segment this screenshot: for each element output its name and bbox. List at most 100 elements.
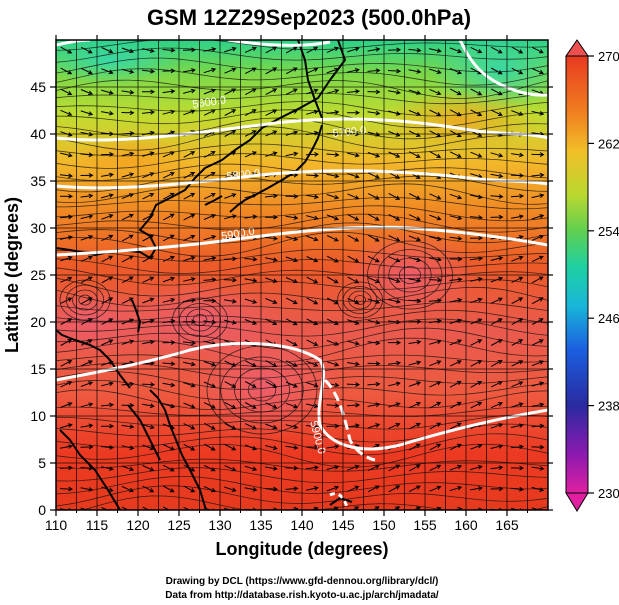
wind-arrow xyxy=(183,172,196,179)
wind-arrow xyxy=(162,151,175,158)
wind-arrow xyxy=(306,67,319,74)
wind-arrow xyxy=(469,215,484,220)
wind-arrow xyxy=(203,214,217,220)
streamline xyxy=(56,92,548,105)
wind-arrow xyxy=(60,88,73,96)
wind-arrow xyxy=(121,276,134,284)
x-axis: 110 115 120 125 130 135 140 145 150 155 160 165 xyxy=(45,35,528,533)
wind-arrow xyxy=(408,193,421,200)
wind-arrow xyxy=(510,486,525,492)
wind-arrow xyxy=(162,89,176,94)
wind-arrow xyxy=(470,360,483,367)
x-tick-label: 160 xyxy=(454,517,478,533)
wind-arrow xyxy=(224,172,237,179)
wind-arrow xyxy=(388,110,401,116)
wind-arrow xyxy=(306,46,319,54)
wind-arrow xyxy=(101,381,114,387)
streamline xyxy=(56,117,548,140)
wind-arrow xyxy=(285,424,299,430)
wind-arrow xyxy=(470,297,483,304)
wind-arrow xyxy=(470,151,483,158)
wind-arrow xyxy=(142,297,155,304)
wind-arrow xyxy=(388,235,401,242)
wind-arrow xyxy=(429,485,442,492)
wind-arrow xyxy=(387,360,402,366)
wind-arrow xyxy=(388,256,401,263)
wind-arrow xyxy=(531,402,545,408)
y-tick-label: 30 xyxy=(30,220,46,236)
colorbar-tick-label: 246 xyxy=(598,311,619,326)
wind-arrow xyxy=(306,382,319,388)
wind-arrow xyxy=(80,402,94,408)
y-tick-label: 5 xyxy=(38,455,46,471)
wind-arrow xyxy=(531,486,545,492)
wind-arrow xyxy=(265,151,278,157)
wind-arrow xyxy=(326,361,340,367)
wind-arrow xyxy=(224,46,237,53)
wind-arrow xyxy=(285,236,299,242)
colorbar-tick-label: 254 xyxy=(598,224,619,239)
wind-arrow xyxy=(347,276,360,284)
wind-arrow xyxy=(429,381,442,388)
streamline xyxy=(56,249,548,262)
wind-arrow xyxy=(326,403,340,408)
wind-arrow xyxy=(367,402,381,408)
wind-arrow xyxy=(306,215,319,221)
wind-arrow xyxy=(183,402,196,409)
wind-arrow xyxy=(511,214,524,219)
wind-arrow xyxy=(101,339,114,346)
wind-arrow xyxy=(224,88,237,95)
wind-arrow xyxy=(449,277,463,283)
wind-arrow xyxy=(142,424,155,430)
wind-arrow xyxy=(449,151,462,158)
wind-arrow xyxy=(490,402,503,409)
wind-arrow xyxy=(531,444,545,450)
wind-arrow xyxy=(490,88,503,96)
wind-arrow xyxy=(203,381,216,388)
wind-arrow xyxy=(80,339,93,346)
colorbar-ticks: 270 262 254 246 238 230 xyxy=(588,49,619,501)
wind-arrow xyxy=(326,276,339,284)
wind-arrow xyxy=(531,423,545,429)
wind-arrow xyxy=(60,255,73,262)
wind-arrow xyxy=(326,46,339,53)
vortex-ring xyxy=(59,279,111,321)
wind-arrow xyxy=(264,193,279,199)
wind-arrow xyxy=(182,298,197,303)
wind-arrow xyxy=(510,465,525,471)
wind-arrow xyxy=(142,403,155,409)
wind-arrow xyxy=(429,339,442,345)
wind-arrow xyxy=(531,172,545,178)
wind-arrow xyxy=(470,109,483,117)
wind-arrow xyxy=(59,173,74,179)
wind-arrow xyxy=(490,46,503,54)
wind-arrow xyxy=(408,298,422,304)
y-tick-label: 15 xyxy=(30,361,46,377)
wind-arrow xyxy=(326,485,340,492)
wind-arrow xyxy=(531,193,545,199)
wind-arrow xyxy=(244,214,258,220)
wind-arrow xyxy=(470,381,483,388)
wind-arrow xyxy=(408,485,421,493)
y-tick-label: 40 xyxy=(30,126,46,142)
wind-arrow xyxy=(285,67,298,75)
contour-label-5600: 5600.0 xyxy=(192,94,227,111)
wind-arrow xyxy=(203,47,217,52)
wind-arrow xyxy=(429,68,442,74)
x-tick-label: 130 xyxy=(208,517,232,533)
wind-arrow xyxy=(142,151,155,157)
wind-arrow xyxy=(367,485,380,493)
x-tick-label: 150 xyxy=(372,517,396,533)
wind-arrow xyxy=(367,193,380,200)
wind-arrow xyxy=(285,215,299,220)
wind-arrow xyxy=(511,339,524,346)
wind-arrow xyxy=(244,381,257,388)
wind-arrow xyxy=(142,89,156,95)
wind-arrow xyxy=(531,339,544,346)
wind-arrow xyxy=(408,256,422,263)
wind-arrow xyxy=(80,487,94,492)
wind-arrow xyxy=(388,90,401,95)
wind-arrow xyxy=(80,67,93,75)
y-axis: 0 5 10 15 20 25 30 35 40 45 xyxy=(30,79,553,518)
y-axis-label: Latitude (degrees) xyxy=(2,197,22,353)
